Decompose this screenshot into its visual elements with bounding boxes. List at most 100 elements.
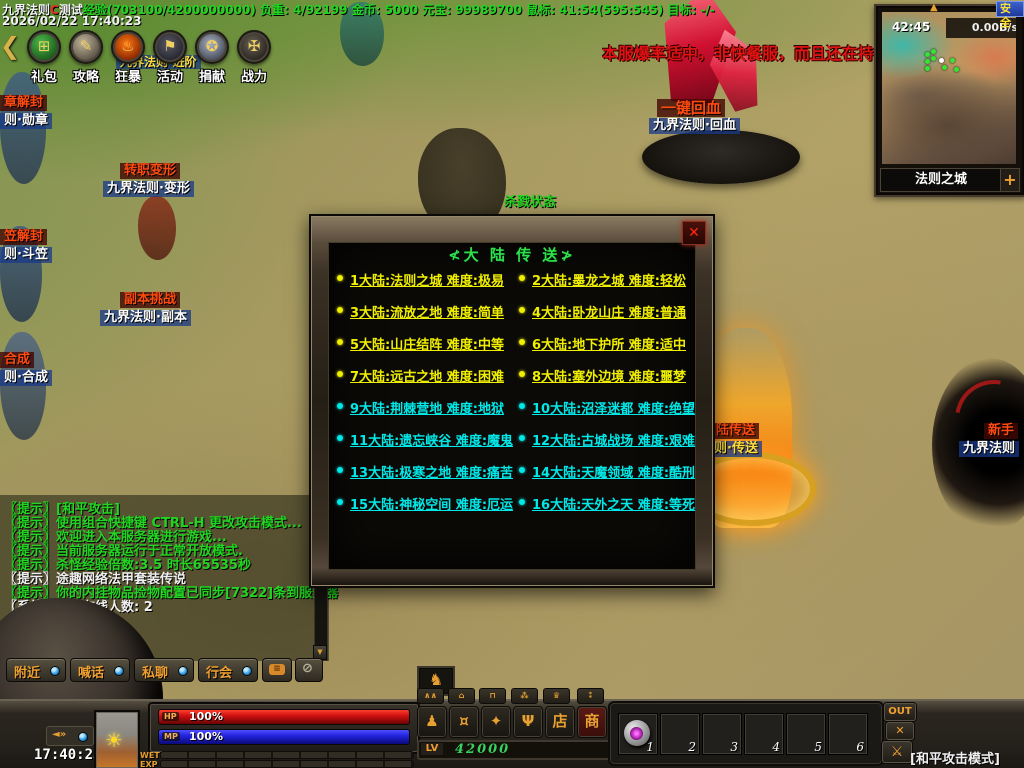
npc-silhouette	[138, 196, 176, 260]
shop-button[interactable]: 店	[545, 706, 575, 738]
logout-button[interactable]: OUT	[884, 703, 916, 721]
minimap-terrain[interactable]: 0.00B/s 42:45	[882, 12, 1016, 164]
whisper-chat-button[interactable]: 私聊	[134, 658, 194, 682]
scroll-icon[interactable]: ✎	[69, 30, 103, 64]
level-bar: LV 42000	[417, 740, 625, 760]
mall-icon: 商	[584, 712, 600, 730]
teleport-link-12[interactable]: 12大陆:古城战场 难度:艰难	[518, 430, 695, 449]
gift-icon[interactable]: ⊞	[27, 30, 61, 64]
npc-nameplate[interactable]: 则·传送	[710, 441, 762, 457]
cross-swords-icon[interactable]: ✠	[237, 30, 271, 64]
teleport-link-2[interactable]: 2大陆:墨龙之城 难度:轻松	[519, 270, 686, 289]
skill-button[interactable]: ✦	[481, 706, 511, 738]
npc-title[interactable]: 一键回血	[657, 99, 726, 117]
trophy-icon: Ψ	[521, 712, 535, 730]
menu-item-event[interactable]: ⚑ 活动	[150, 30, 190, 85]
guild-chat-button[interactable]: 行会	[198, 658, 258, 682]
teleport-link-9[interactable]: 9大陆:荆棘营地 难度:地狱	[337, 398, 504, 417]
server-flag: C	[50, 3, 59, 17]
teleport-link-5[interactable]: 5大陆:山庄结阵 难度:中等	[337, 334, 504, 353]
npc-nameplate[interactable]: 则·合成	[0, 370, 52, 386]
character-button[interactable]: ♟	[417, 706, 447, 738]
minimap-timer: 42:45	[892, 20, 931, 34]
npc-title[interactable]: 副本挑战	[120, 292, 181, 308]
minimap-expand-button[interactable]: +	[1000, 168, 1020, 192]
npc-nameplate[interactable]: 九界法则·副本	[100, 310, 191, 326]
attack-mode-button[interactable]: ⚔	[882, 741, 912, 763]
hp-mp-panel: HP 100% MP 100%	[148, 702, 420, 754]
teleport-link-7[interactable]: 7大陆:远古之地 难度:困难	[337, 366, 504, 385]
npc-title[interactable]: 合成	[0, 352, 35, 368]
teleport-link-8[interactable]: 8大陆:塞外边境 难度:噩梦	[519, 366, 686, 385]
npc-nameplate[interactable]: 则·斗笠	[0, 247, 52, 263]
bag-button[interactable]: ¤	[449, 706, 479, 738]
teleport-link-1[interactable]: 1大陆:法则之城 难度:极易	[337, 270, 504, 289]
quickslot-2[interactable]: 2	[660, 713, 700, 755]
npc-nameplate[interactable]: 九界法则·回血	[649, 118, 740, 134]
chat-message: 〖提示〗[和平攻击]	[4, 502, 120, 517]
npc-title[interactable]: 笠解封	[0, 229, 48, 245]
bridge-icon: ⊓	[489, 691, 496, 700]
server-name: 九界法则	[2, 3, 51, 17]
teleport-link-11[interactable]: 11大陆:遗忘峡谷 难度:魔鬼	[336, 430, 513, 449]
teleport-link-3[interactable]: 3大陆:流放之地 难度:简单	[337, 302, 504, 321]
exp-readout: 经验(703100/4200000000)	[82, 3, 256, 17]
npc-title[interactable]: 转职变形	[120, 163, 181, 179]
collapse-menu-arrow-icon[interactable]: ❮	[0, 32, 21, 60]
teleport-link-16[interactable]: 16大陆:天外之天 难度:等死	[518, 494, 695, 513]
quickslot-4[interactable]: 4	[744, 713, 784, 755]
chat-bubble-button[interactable]: ≡	[262, 658, 292, 682]
fire-icon[interactable]: ♨	[111, 30, 145, 64]
shout-chat-button[interactable]: 喊话	[70, 658, 130, 682]
npc-nameplate[interactable]: 则·勋章	[0, 113, 52, 129]
minimap-panel[interactable]: 0.00B/s 42:45 法则之城 +	[874, 4, 1024, 197]
lv-value: 42000	[455, 742, 511, 757]
medal-icon[interactable]: ✪	[195, 30, 229, 64]
npc-title[interactable]: 陆传送	[712, 423, 760, 439]
minimap-up-arrow-icon[interactable]: ▲	[930, 2, 938, 13]
mall-button[interactable]: 商	[577, 706, 607, 738]
sound-toggle-button[interactable]: ◄»	[46, 726, 94, 746]
wet-label: WET	[140, 751, 160, 760]
teleport-link-6[interactable]: 6大陆:地下护所 难度:适中	[519, 334, 686, 353]
close-hud-button[interactable]: ✕	[886, 722, 914, 740]
npc-title[interactable]: 新手	[984, 423, 1019, 439]
friends-button[interactable]: ⁑	[577, 688, 604, 704]
led-indicator	[178, 666, 188, 676]
flag-icon[interactable]: ⚑	[153, 30, 187, 64]
rank-button[interactable]: ♛	[543, 688, 570, 704]
purple-swirl-icon	[630, 727, 643, 740]
led-indicator	[50, 666, 60, 676]
npc-nameplate[interactable]: 九界法则·变形	[103, 181, 194, 197]
chat-message: 〖提示〗当前服务器运行于正常开放模式.	[4, 544, 243, 559]
map-world-button[interactable]: ∧∧	[417, 688, 444, 704]
quickslot-1[interactable]: 1	[618, 713, 658, 755]
close-icon[interactable]: ✕	[682, 221, 706, 245]
teleport-link-14[interactable]: 14大陆:天魔领域 难度:酷刑	[518, 462, 695, 481]
teleport-link-4[interactable]: 4大陆:卧龙山庄 难度:普通	[519, 302, 686, 321]
teleport-link-15[interactable]: 15大陆:神秘空间 难度:厄运	[336, 494, 513, 513]
menu-item-strategy[interactable]: ✎ 攻略	[66, 30, 106, 85]
storage-button[interactable]: ⊓	[479, 688, 506, 704]
npc-silhouette	[340, 2, 384, 66]
team-button[interactable]: ⁂	[511, 688, 538, 704]
home-button[interactable]: ⌂	[448, 688, 475, 704]
nearby-chat-button[interactable]: 附近	[6, 658, 66, 682]
npc-title[interactable]: 章解封	[0, 95, 48, 111]
teleport-link-10[interactable]: 10大陆:沼泽迷都 难度:绝望	[518, 398, 695, 417]
menu-item-rage[interactable]: ♨ 狂暴	[108, 30, 148, 85]
quickslot-6[interactable]: 6	[828, 713, 868, 755]
mute-button[interactable]: ⊘	[295, 658, 323, 682]
quickslot-5[interactable]: 5	[786, 713, 826, 755]
mp-value: 100%	[189, 730, 223, 743]
yuanbao-readout: 元宝: 99989700	[422, 3, 522, 17]
teleport-link-13[interactable]: 13大陆:极寒之地 难度:痛苦	[336, 462, 513, 481]
menu-item-power[interactable]: ✠ 战力	[234, 30, 274, 85]
minimap-npc-dot	[931, 49, 936, 54]
quickslot-3[interactable]: 3	[702, 713, 742, 755]
rune-stone-item[interactable]	[624, 720, 650, 746]
menu-item-donate[interactable]: ✪ 捐献	[192, 30, 232, 85]
achievement-button[interactable]: Ψ	[513, 706, 543, 738]
npc-nameplate[interactable]: 九界法则	[959, 441, 1020, 457]
menu-item-gift[interactable]: ⊞ 礼包	[24, 30, 64, 85]
